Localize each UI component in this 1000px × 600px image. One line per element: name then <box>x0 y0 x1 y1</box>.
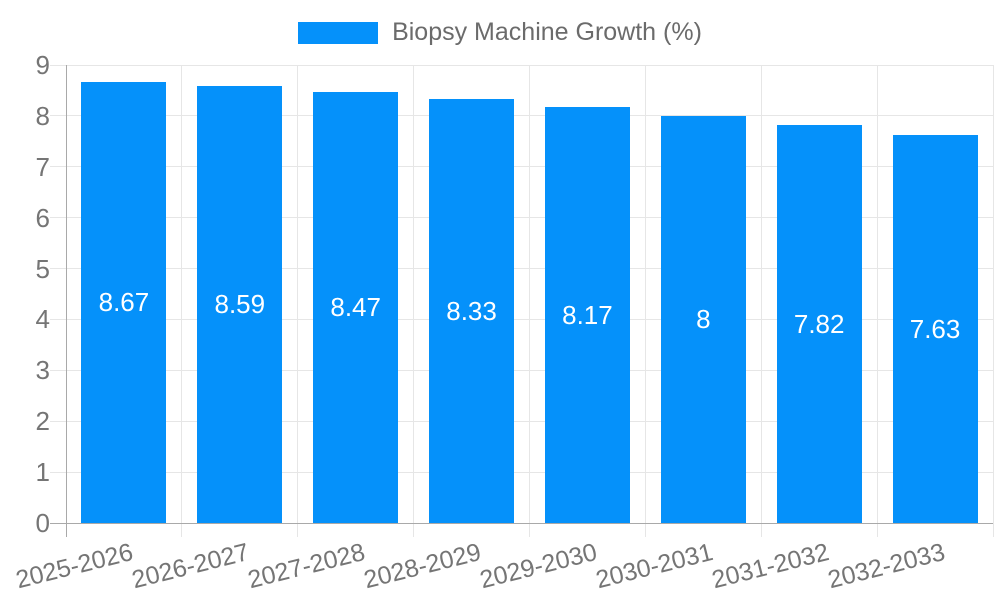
plot-area: 8.67 8.59 8.47 8.33 8.17 8 7.82 7.63 <box>50 64 994 537</box>
y-gridline <box>50 471 993 473</box>
x-gridline <box>297 65 299 537</box>
y-axis-line <box>65 65 67 537</box>
x-tick-label: 2029-2030 <box>476 538 600 595</box>
y-tick-label: 3 <box>35 355 50 386</box>
x-tick-label: 2028-2029 <box>361 538 484 595</box>
bar-value-label: 8 <box>696 304 711 335</box>
x-axis-line <box>50 522 993 524</box>
x-gridline <box>529 65 530 537</box>
x-tick-label: 2027-2028 <box>245 538 368 595</box>
bar-value-label: 8.17 <box>562 300 613 331</box>
y-gridline <box>50 64 993 66</box>
x-tick-label: 2031-2032 <box>708 538 832 595</box>
y-gridline <box>50 318 993 320</box>
y-tick-label: 6 <box>35 202 50 233</box>
y-gridline <box>50 115 993 117</box>
y-tick-label: 0 <box>35 508 50 538</box>
y-tick-label: 5 <box>35 253 50 284</box>
bar[interactable] <box>544 107 630 523</box>
bar-value-label: 7.82 <box>793 309 845 340</box>
y-gridline <box>50 420 993 422</box>
bar[interactable] <box>892 134 978 523</box>
x-gridline <box>876 65 878 537</box>
y-tick-label: 9 <box>35 50 50 80</box>
x-tick-label: 2030-2031 <box>592 538 716 595</box>
bar-value-label: 7.63 <box>909 313 961 344</box>
bar[interactable] <box>660 115 746 523</box>
bar[interactable] <box>429 99 515 523</box>
bar[interactable] <box>197 85 283 523</box>
x-tick-label: 2026-2027 <box>129 538 253 595</box>
bar[interactable] <box>81 81 167 523</box>
x-gridline <box>760 65 762 537</box>
bar-value-label: 8.33 <box>446 296 497 327</box>
bar-value-label: 8.67 <box>98 287 150 318</box>
y-tick-label: 7 <box>35 151 50 182</box>
bar[interactable] <box>776 125 862 523</box>
x-tick-label: 2025-2026 <box>13 538 137 595</box>
x-gridline <box>644 65 646 537</box>
x-tick-label: 2032-2033 <box>824 538 948 595</box>
bar-value-label: 8.47 <box>330 292 381 323</box>
bar-value-label: 8.59 <box>214 289 266 320</box>
y-gridline <box>50 369 993 371</box>
legend-swatch[interactable] <box>298 21 379 44</box>
y-gridline <box>50 268 993 270</box>
y-gridline <box>50 217 993 219</box>
y-gridline <box>50 166 993 168</box>
bar[interactable] <box>313 91 399 523</box>
legend-label: Biopsy Machine Growth (%) <box>392 18 702 46</box>
y-tick-label: 2 <box>35 406 50 437</box>
x-gridline <box>992 65 994 537</box>
y-tick-label: 8 <box>35 100 50 131</box>
chart-legend[interactable]: Biopsy Machine Growth (%) <box>0 18 1000 47</box>
y-tick-label: 1 <box>35 457 50 488</box>
y-tick-label: 4 <box>35 304 50 335</box>
x-gridline <box>413 65 415 537</box>
x-gridline <box>181 65 183 537</box>
